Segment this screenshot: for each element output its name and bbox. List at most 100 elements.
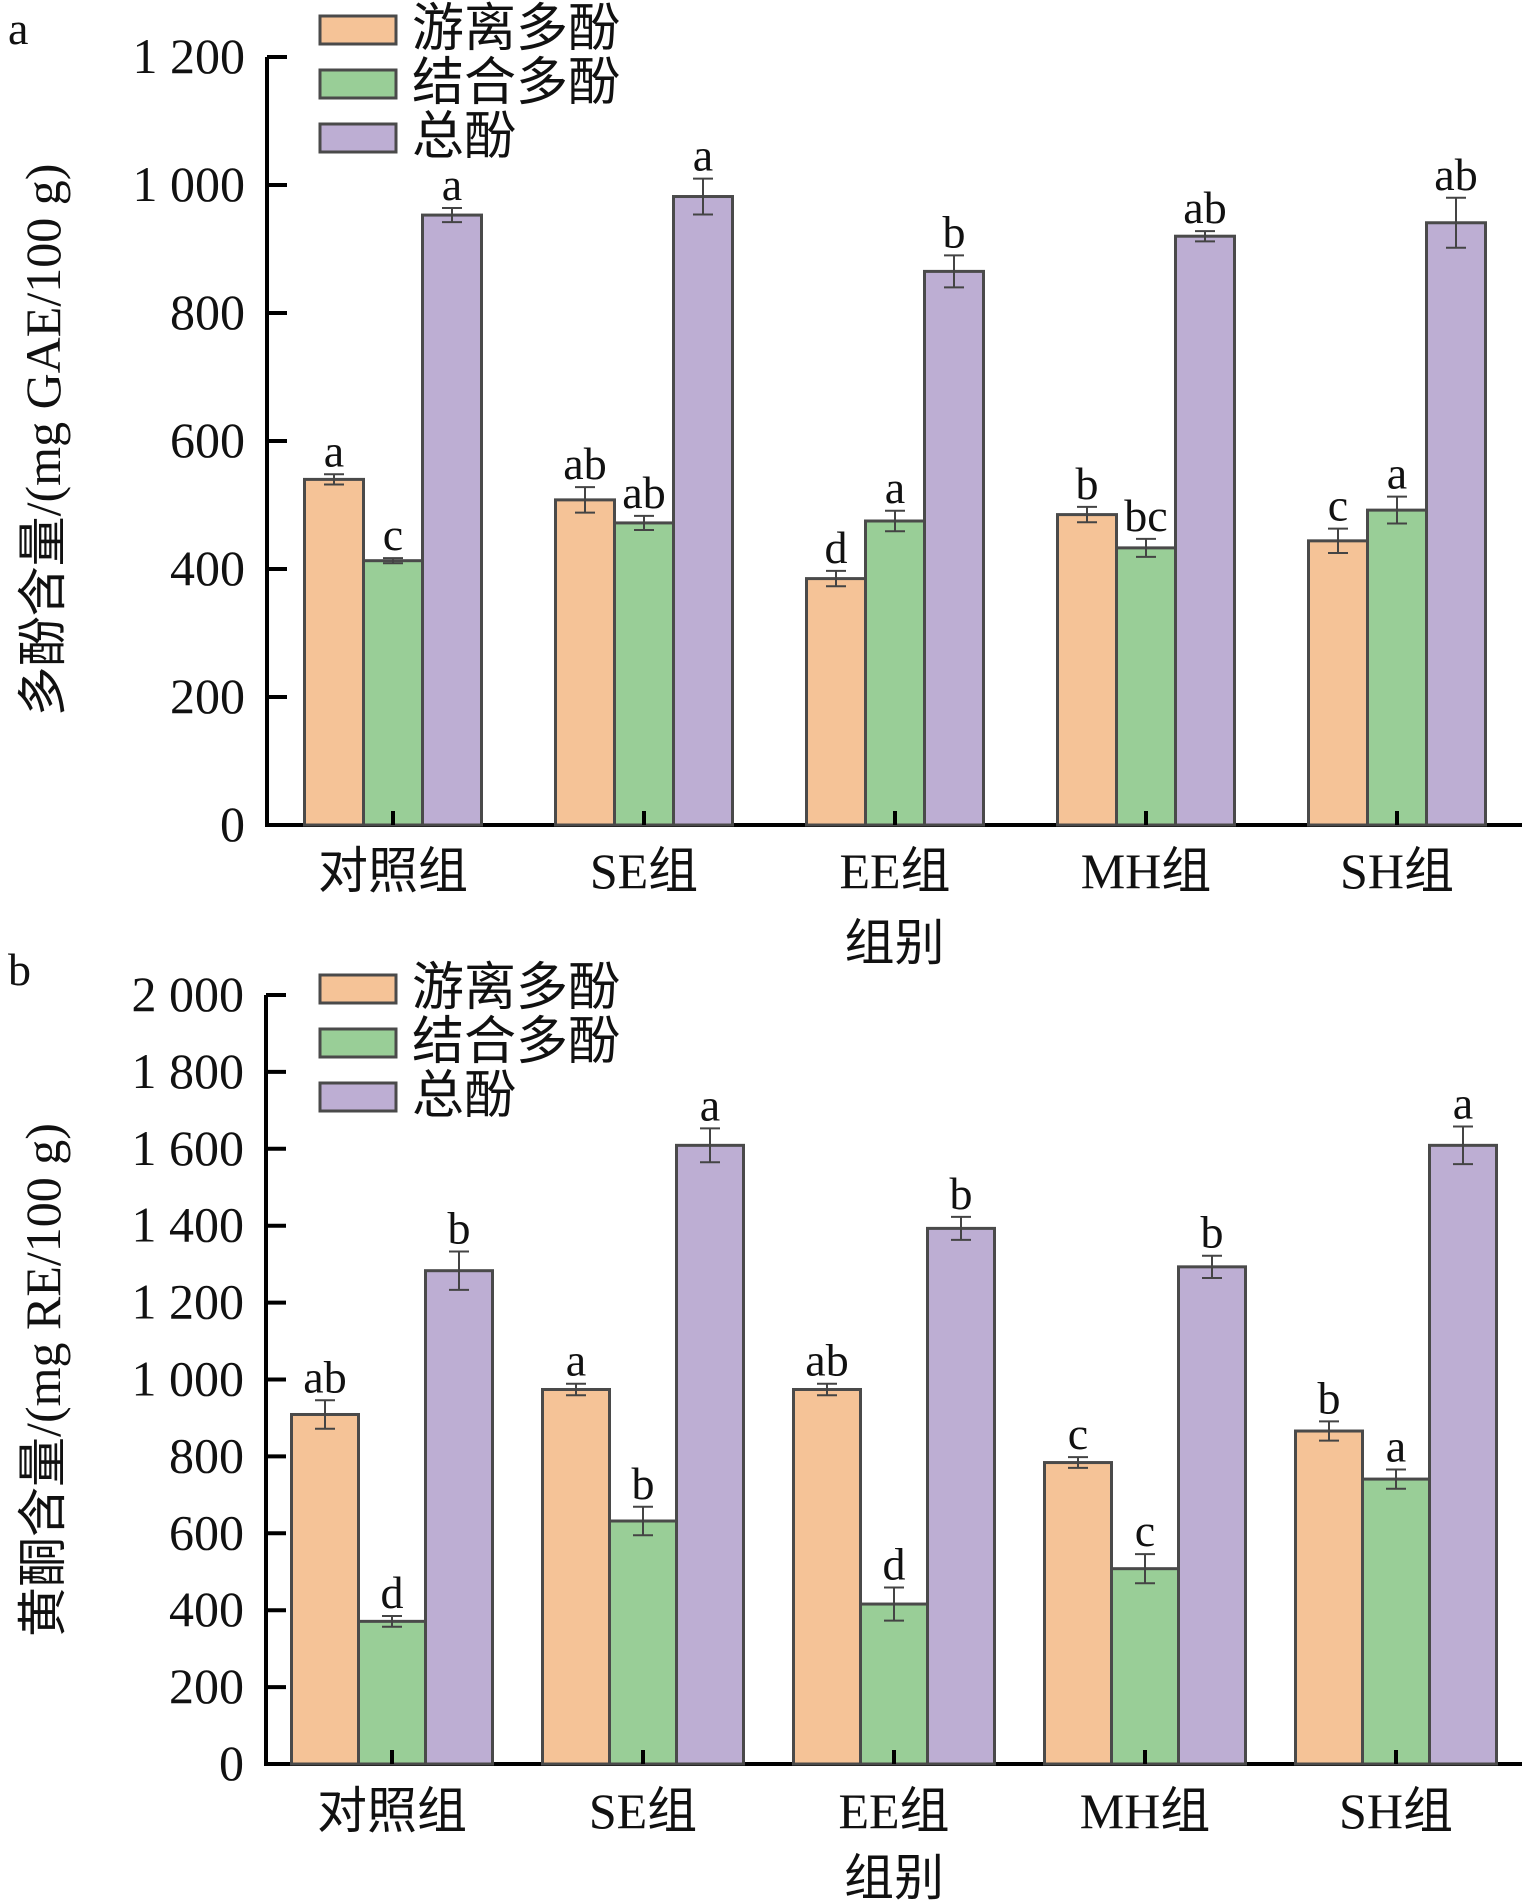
y-axis-title: 多酚含量/(mg GAE/100 g) <box>15 164 71 717</box>
y-tick-label: 200 <box>169 1658 244 1714</box>
bar <box>792 1387 862 1766</box>
panel-label-a: a <box>8 3 28 54</box>
y-tick-label: 0 <box>219 1735 244 1791</box>
legend-label: 结合多酚 <box>412 55 620 112</box>
y-tick-label: 200 <box>170 668 245 724</box>
legend-item: 结合多酚 <box>318 1014 620 1071</box>
significance-label: a <box>442 159 462 210</box>
legend-label: 总酚 <box>412 1068 516 1125</box>
bar <box>554 498 616 827</box>
bar <box>675 1143 745 1766</box>
bar <box>421 213 483 827</box>
legend-label: 游离多酚 <box>412 960 620 1017</box>
legend-swatch <box>318 14 398 46</box>
y-tick-label: 1 000 <box>132 1351 245 1407</box>
significance-label: a <box>1453 1077 1473 1128</box>
bar <box>608 1519 678 1766</box>
bar <box>923 269 985 827</box>
significance-label: bc <box>1124 490 1167 541</box>
x-tick-label: SH组 <box>1340 843 1454 899</box>
legend-swatch <box>318 1081 398 1113</box>
bar <box>613 521 675 827</box>
x-tick-label: SE组 <box>589 1783 697 1839</box>
bar <box>1428 1143 1498 1766</box>
y-tick-label: 400 <box>170 540 245 596</box>
legend-item: 总酚 <box>318 109 516 166</box>
significance-label: a <box>566 1335 586 1386</box>
bar-group: ab d b <box>290 1202 494 1766</box>
significance-label: ab <box>303 1351 346 1402</box>
bar-group: aca <box>303 159 483 827</box>
significance-label: ab <box>1434 149 1477 200</box>
y-tick-label: 1 200 <box>132 1274 245 1330</box>
bar <box>859 1602 929 1766</box>
bar <box>303 477 365 827</box>
significance-label: d <box>883 1539 906 1590</box>
bar <box>1361 1477 1431 1766</box>
significance-label: d <box>381 1567 404 1618</box>
y-tick-label: 1 600 <box>132 1120 245 1176</box>
bar <box>1307 539 1369 827</box>
legend-label: 游离多酚 <box>412 1 620 58</box>
panel-label-b: b <box>8 944 31 995</box>
legend-item: 游离多酚 <box>318 1 620 58</box>
x-tick-label: MH组 <box>1080 1783 1211 1839</box>
significance-label: ab <box>1183 182 1226 233</box>
bar <box>1177 1265 1247 1766</box>
bar-group: ca ab <box>1307 149 1487 827</box>
significance-label: b <box>632 1458 655 1509</box>
bar <box>1115 546 1177 827</box>
significance-label: a <box>693 130 713 181</box>
significance-label: c <box>1328 480 1348 531</box>
bar <box>541 1387 611 1766</box>
bar-group: da b <box>805 206 985 827</box>
significance-label: b <box>448 1202 471 1253</box>
bar <box>424 1269 494 1766</box>
y-tick-label: 0 <box>220 796 245 852</box>
y-tick-label: 400 <box>169 1581 244 1637</box>
y-tick-label: 1 200 <box>133 28 246 84</box>
x-tick-label: EE组 <box>839 843 950 899</box>
significance-label: b <box>1076 458 1099 509</box>
y-tick-label: 1 000 <box>133 156 246 212</box>
x-axis-title: 组别 <box>845 915 945 971</box>
bar <box>805 577 867 827</box>
bar <box>290 1412 360 1766</box>
significance-label: b <box>1318 1372 1341 1423</box>
bar-group: bbc ab <box>1056 182 1236 827</box>
bar-group: ab d b <box>792 1168 996 1766</box>
legend-item: 结合多酚 <box>318 55 620 112</box>
significance-label: ab <box>622 467 665 518</box>
legend-swatch <box>318 122 398 154</box>
significance-label: ab <box>563 438 606 489</box>
bar <box>1043 1461 1113 1766</box>
bar <box>926 1226 996 1766</box>
bar-group: cc b <box>1043 1207 1247 1766</box>
y-tick-label: 1 800 <box>132 1043 245 1099</box>
y-tick-label: 1 400 <box>132 1197 245 1253</box>
y-tick-label: 600 <box>169 1504 244 1560</box>
bar <box>1174 234 1236 827</box>
significance-label: c <box>1135 1505 1155 1556</box>
bar <box>864 519 926 827</box>
significance-label: a <box>885 462 905 513</box>
significance-label: d <box>825 522 848 573</box>
legend-swatch <box>318 973 398 1005</box>
legend-swatch <box>318 68 398 100</box>
x-tick-label: SH组 <box>1339 1783 1453 1839</box>
significance-label: a <box>700 1079 720 1130</box>
bar <box>1366 508 1428 827</box>
bar-group: baa <box>1294 1077 1498 1766</box>
significance-label: a <box>1386 1420 1406 1471</box>
significance-label: b <box>943 206 966 257</box>
bar <box>357 1619 427 1766</box>
legend-label: 总酚 <box>412 109 516 166</box>
significance-label: c <box>1068 1408 1088 1459</box>
significance-label: ab <box>805 1335 848 1386</box>
bar <box>1425 221 1487 827</box>
y-tick-label: 2 000 <box>132 966 245 1022</box>
